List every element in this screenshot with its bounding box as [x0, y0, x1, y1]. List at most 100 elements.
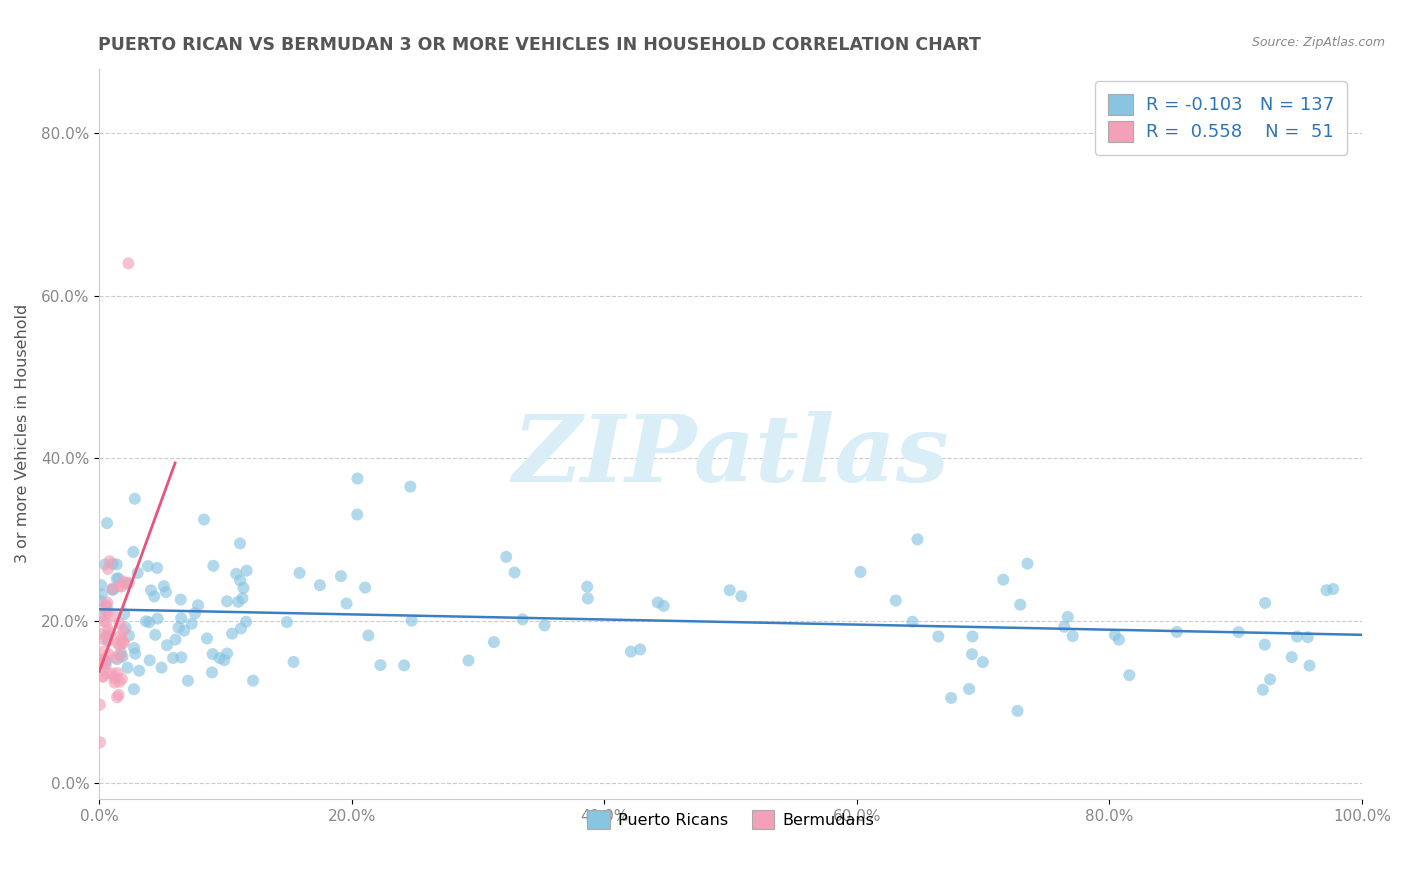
Point	[118, 575, 141, 590]
Text: Source: ZipAtlas.com: Source: ZipAtlas.com	[1251, 36, 1385, 49]
Point	[90, 587, 112, 601]
Point	[730, 589, 752, 603]
Point	[90, 578, 112, 592]
Point	[108, 616, 131, 631]
Point	[167, 621, 190, 635]
Point	[718, 583, 741, 598]
Point	[115, 576, 138, 591]
Point	[110, 629, 132, 643]
Point	[1254, 596, 1277, 610]
Point	[94, 654, 117, 668]
Point	[229, 536, 252, 550]
Point	[89, 653, 111, 667]
Point	[184, 606, 207, 620]
Point	[97, 648, 120, 662]
Point	[98, 626, 121, 640]
Point	[187, 599, 209, 613]
Point	[225, 566, 247, 581]
Point	[576, 591, 599, 606]
Text: ZIPatlas: ZIPatlas	[512, 411, 949, 500]
Point	[110, 632, 132, 647]
Point	[96, 606, 118, 620]
Point	[1017, 557, 1039, 571]
Point	[927, 630, 949, 644]
Point	[146, 611, 169, 625]
Point	[170, 592, 193, 607]
Text: PUERTO RICAN VS BERMUDAN 3 OR MORE VEHICLES IN HOUSEHOLD CORRELATION CHART: PUERTO RICAN VS BERMUDAN 3 OR MORE VEHIC…	[98, 36, 981, 54]
Point	[135, 615, 157, 629]
Point	[201, 647, 224, 661]
Point	[112, 607, 135, 621]
Point	[117, 661, 139, 675]
Point	[94, 657, 117, 672]
Point	[105, 558, 128, 572]
Point	[146, 561, 169, 575]
Point	[112, 634, 135, 648]
Point	[122, 682, 145, 697]
Point	[652, 599, 675, 613]
Point	[1227, 625, 1250, 640]
Point	[392, 658, 415, 673]
Point	[1286, 630, 1309, 644]
Point	[457, 654, 479, 668]
Point	[276, 615, 298, 629]
Point	[533, 618, 555, 632]
Point	[231, 591, 253, 606]
Point	[143, 628, 166, 642]
Point	[907, 533, 929, 547]
Point	[1251, 682, 1274, 697]
Point	[173, 624, 195, 638]
Point	[235, 615, 257, 629]
Point	[96, 666, 118, 681]
Y-axis label: 3 or more Vehicles in Household: 3 or more Vehicles in Household	[15, 304, 30, 564]
Point	[107, 571, 129, 585]
Point	[221, 626, 243, 640]
Point	[136, 559, 159, 574]
Point	[620, 645, 643, 659]
Point	[97, 631, 120, 645]
Point	[96, 615, 118, 630]
Point	[104, 650, 127, 665]
Point	[972, 655, 994, 669]
Point	[143, 590, 166, 604]
Point	[97, 623, 120, 637]
Point	[107, 688, 129, 702]
Point	[346, 508, 368, 522]
Point	[101, 582, 124, 596]
Point	[229, 621, 252, 635]
Point	[330, 569, 353, 583]
Point	[155, 585, 177, 599]
Point	[96, 596, 118, 610]
Point	[112, 574, 135, 589]
Point	[117, 256, 139, 270]
Point	[93, 644, 115, 658]
Point	[94, 558, 117, 572]
Point	[165, 632, 187, 647]
Point	[576, 580, 599, 594]
Point	[283, 655, 305, 669]
Point	[96, 599, 118, 614]
Point	[110, 645, 132, 659]
Point	[1010, 598, 1032, 612]
Legend: Puerto Ricans, Bermudans: Puerto Ricans, Bermudans	[581, 804, 880, 835]
Point	[1166, 624, 1188, 639]
Point	[105, 572, 128, 586]
Point	[180, 616, 202, 631]
Point	[104, 669, 127, 683]
Point	[195, 632, 218, 646]
Point	[941, 690, 963, 705]
Point	[1315, 583, 1337, 598]
Point	[401, 614, 423, 628]
Point	[89, 735, 111, 749]
Point	[97, 633, 120, 648]
Point	[89, 698, 111, 712]
Point	[127, 566, 149, 580]
Point	[162, 651, 184, 665]
Point	[1281, 650, 1303, 665]
Point	[170, 611, 193, 625]
Point	[111, 649, 134, 664]
Point	[208, 651, 231, 665]
Point	[235, 564, 257, 578]
Point	[1322, 582, 1344, 596]
Point	[97, 562, 120, 576]
